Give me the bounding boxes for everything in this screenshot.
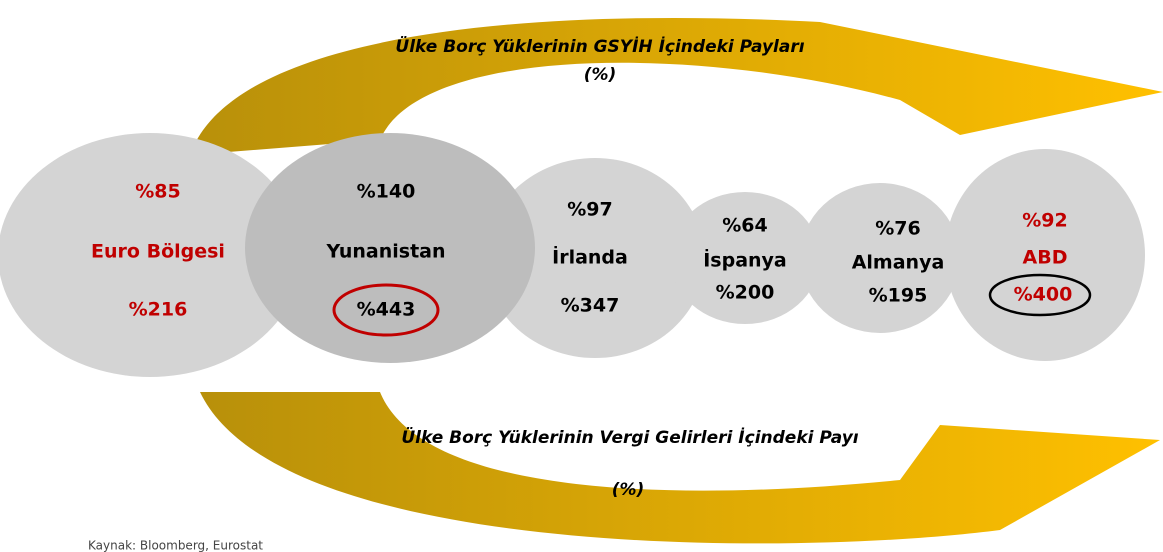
country-name: Euro Bölgesi (91, 241, 225, 263)
top-caption: Ülke Borç Yüklerinin GSYİH İçindeki Payl… (395, 35, 804, 57)
source-note: Kaynak: Bloomberg, Eurostat (88, 539, 263, 552)
highlight-ring (988, 273, 1092, 317)
country-name: Yunanistan (325, 241, 445, 263)
bottom-arrow (200, 392, 1160, 544)
gdp-label: %140 (357, 181, 416, 203)
tax-label: %200 (716, 282, 775, 304)
gdp-label: %85 (135, 181, 180, 203)
tax-label: %443 (357, 299, 416, 321)
highlight-ring (332, 283, 440, 337)
tax-label: %347 (561, 295, 620, 317)
country-name: İrlanda (552, 245, 628, 269)
bubble (0, 133, 302, 377)
bubble (945, 149, 1145, 361)
tax-label: %216 (129, 299, 188, 321)
bubble (670, 192, 820, 324)
bottom-unit: (%) (612, 480, 645, 500)
top-unit: (%) (584, 65, 617, 85)
top-arrow (190, 17, 1163, 155)
gdp-label: %97 (567, 199, 612, 221)
country-name: İspanya (703, 248, 787, 272)
country-name: ABD (1023, 247, 1068, 269)
country-name: Almanya (852, 252, 945, 274)
bottom-caption: Ülke Borç Yüklerinin Vergi Gelirleri İçi… (401, 426, 858, 448)
bubble (245, 133, 535, 363)
gdp-label: %92 (1022, 210, 1067, 232)
bubble (800, 183, 960, 333)
gdp-label: %64 (722, 215, 767, 237)
gdp-label: %76 (875, 218, 920, 240)
bubble (485, 158, 705, 358)
tax-label: %195 (869, 285, 928, 307)
tax-label: %400 (1014, 284, 1073, 306)
